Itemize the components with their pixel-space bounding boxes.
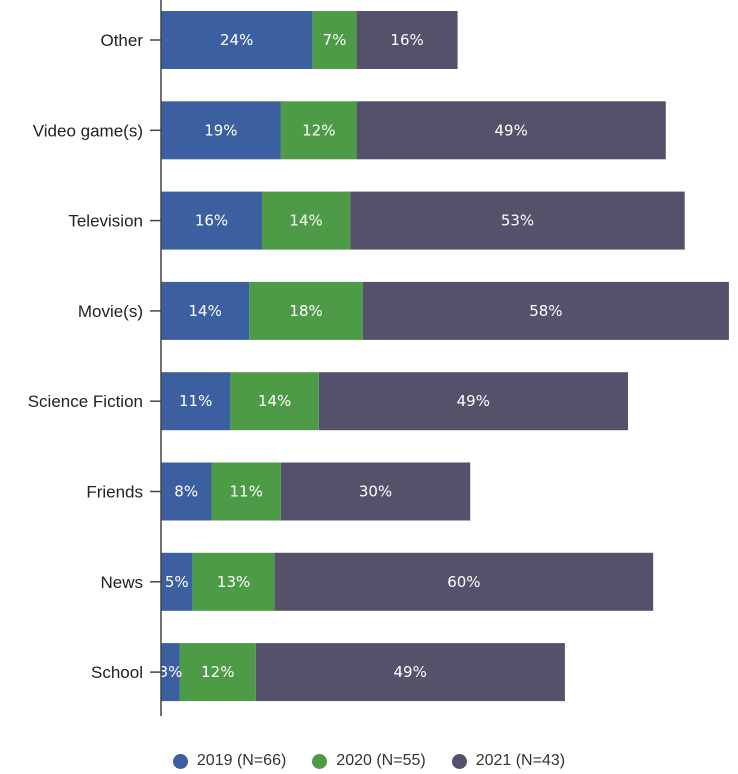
bar-value-label: 8% xyxy=(174,483,198,501)
category-label: School xyxy=(91,663,143,682)
bar-segment xyxy=(161,281,250,340)
bar-segment xyxy=(280,462,471,521)
bar-value-label: 49% xyxy=(495,121,528,139)
bar-segment xyxy=(161,552,193,611)
bar-segment xyxy=(274,552,654,611)
bar-segment xyxy=(179,643,256,702)
bar-value-label: 14% xyxy=(189,302,222,320)
category-label: Other xyxy=(100,31,143,50)
bar-segment xyxy=(249,281,363,340)
stacked-bar-chart: 24% 7% 16% 19% 12% 49% 16% 14% 53% 14% 18% 58% 11% 14… xyxy=(28,0,729,716)
bar-segment xyxy=(318,372,628,431)
category-label: Friends xyxy=(86,483,143,502)
bar-value-label: 49% xyxy=(394,663,427,681)
bar-segment xyxy=(161,462,212,521)
bar-segment xyxy=(211,462,281,521)
bar-value-label: 58% xyxy=(529,302,562,320)
bar-value-label: 18% xyxy=(289,302,322,320)
legend-item: 2021 (N=43) xyxy=(451,752,566,770)
bar-segment xyxy=(362,281,729,340)
bar-segment xyxy=(161,191,262,250)
bar-segment xyxy=(280,101,357,160)
bar-value-label: 16% xyxy=(390,31,423,49)
legend-swatch xyxy=(451,753,467,769)
bar-value-label: 7% xyxy=(323,31,347,49)
category-labels: Other Video game(s) Television Movie(s) Scie… xyxy=(28,31,144,682)
legend-item: 2020 (N=55) xyxy=(312,752,426,770)
bar-value-label: 5% xyxy=(165,573,189,591)
bar-segment xyxy=(161,101,281,160)
bar-value-label: 13% xyxy=(217,573,250,591)
bar-value-label: 14% xyxy=(258,392,291,410)
bar-value-label: 3% xyxy=(159,663,183,681)
bar-segment xyxy=(192,552,275,611)
bar-segment xyxy=(255,643,565,702)
legend-item: 2019 (N=66) xyxy=(172,752,287,770)
legend: 2019 (N=66) 2020 (N=55) 2021 (N=43) xyxy=(0,748,738,774)
category-label: Television xyxy=(68,212,143,231)
bar-value-label: 11% xyxy=(179,392,212,410)
legend-swatch xyxy=(172,753,188,769)
bar-value-label: 11% xyxy=(230,483,263,501)
legend-label: 2019 (N=66) xyxy=(196,752,287,769)
y-axis xyxy=(150,0,162,716)
bar-segment xyxy=(356,11,458,69)
bar-value-labels: 24% 7% 16% 19% 12% 49% 16% 14% 53% 14% 18% 58% 11% 14… xyxy=(159,31,563,681)
category-label: News xyxy=(100,573,143,592)
bar-value-label: 14% xyxy=(289,212,322,230)
bar-value-label: 16% xyxy=(195,212,228,230)
bar-value-label: 12% xyxy=(302,121,335,139)
category-label: Science Fiction xyxy=(28,392,143,411)
bar-value-label: 24% xyxy=(220,31,253,49)
bar-segment xyxy=(312,11,357,69)
bar-segment xyxy=(161,11,313,69)
bar-value-label: 49% xyxy=(457,392,490,410)
bar-value-label: 60% xyxy=(447,573,480,591)
bar-segment xyxy=(356,101,666,160)
legend-label: 2021 (N=43) xyxy=(475,752,566,769)
legend-label: 2020 (N=55) xyxy=(336,752,426,769)
bar-segments xyxy=(161,11,729,702)
bar-segment xyxy=(161,643,180,702)
bar-value-label: 12% xyxy=(201,663,234,681)
bar-value-label: 19% xyxy=(204,121,237,139)
bar-segment xyxy=(230,372,319,431)
bar-segment xyxy=(161,372,231,431)
category-label: Video game(s) xyxy=(33,121,143,140)
bar-value-label: 30% xyxy=(359,483,392,501)
legend-swatch xyxy=(312,753,328,769)
category-label: Movie(s) xyxy=(78,302,143,321)
bar-segment xyxy=(350,191,685,250)
bar-value-label: 53% xyxy=(501,212,534,230)
bar-segment xyxy=(262,191,351,250)
